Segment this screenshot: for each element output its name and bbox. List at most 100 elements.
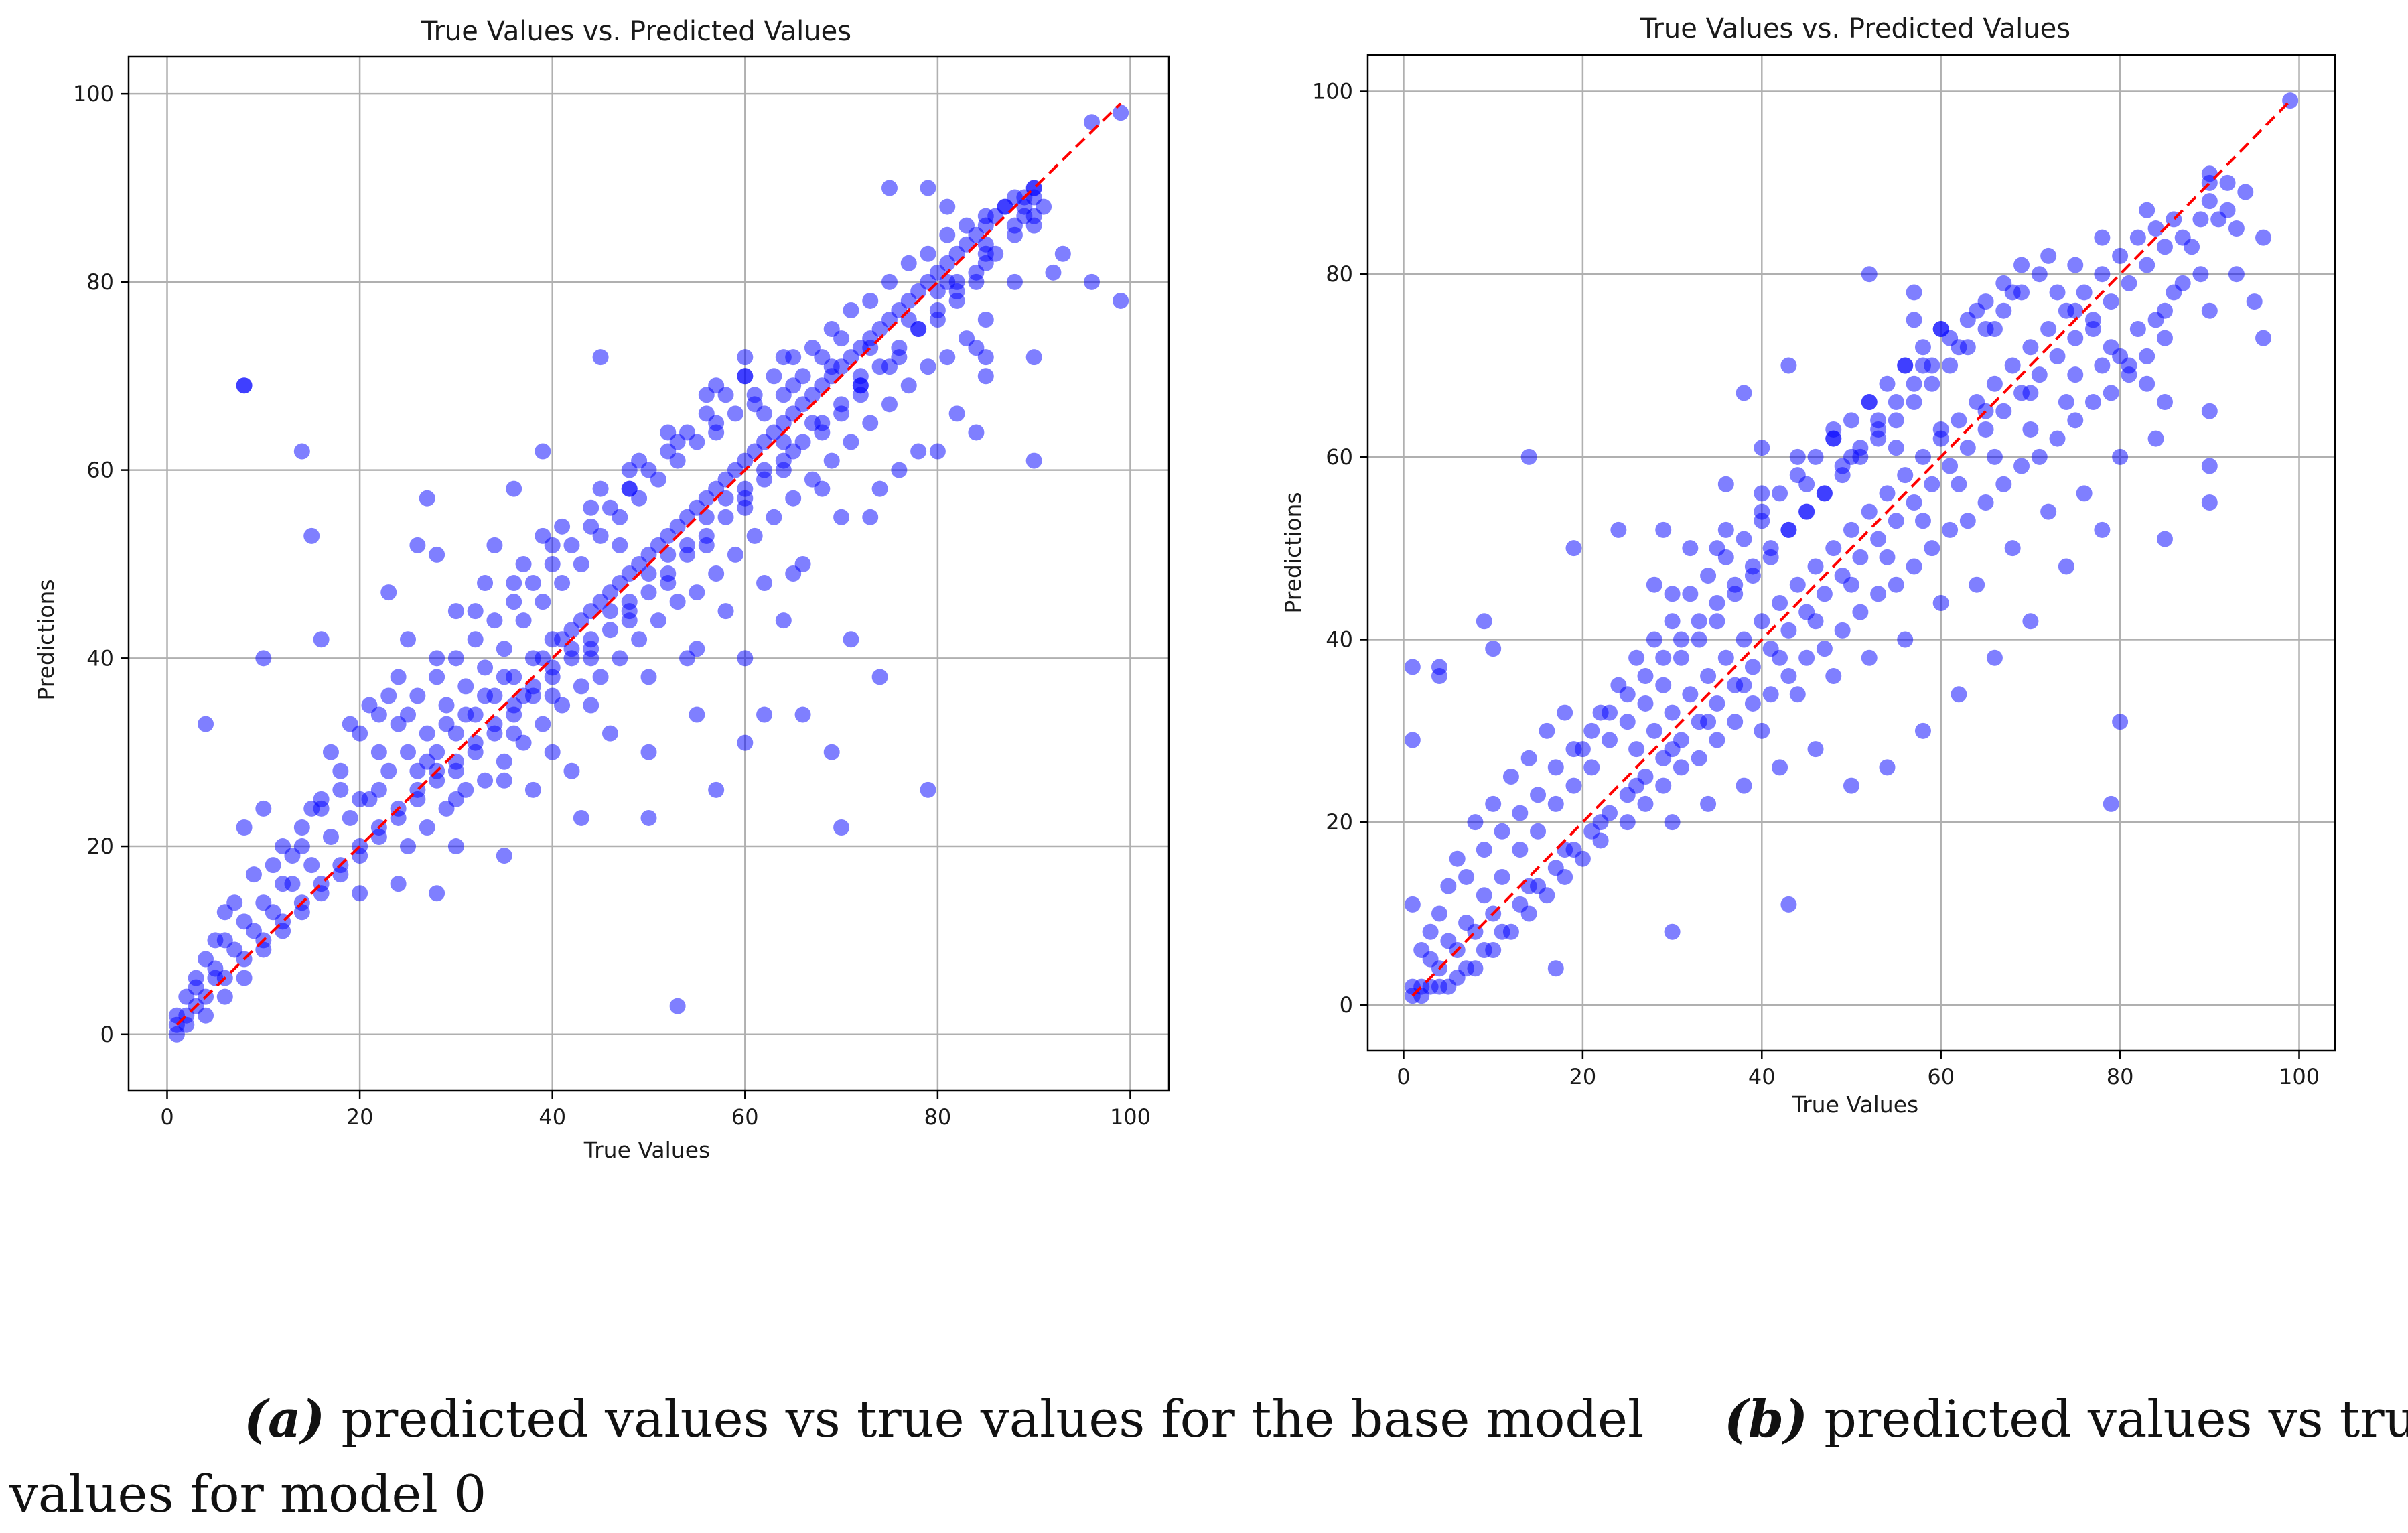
data-point: [313, 631, 330, 648]
data-point: [2085, 394, 2101, 411]
data-point: [1870, 430, 1887, 447]
data-point: [862, 415, 879, 431]
data-point: [746, 396, 763, 413]
data-point: [2049, 284, 2066, 301]
data-point: [2103, 385, 2119, 401]
data-point: [1520, 448, 1537, 465]
data-point: [650, 612, 666, 629]
data-point: [293, 904, 310, 921]
data-point: [1959, 513, 1976, 529]
data-point: [862, 509, 879, 525]
data-point: [544, 744, 561, 760]
data-point: [871, 358, 888, 375]
data-point: [746, 527, 763, 544]
data-point: [2004, 357, 2021, 374]
data-point: [255, 800, 272, 817]
data-point: [1583, 823, 1600, 840]
data-point: [1825, 668, 1842, 685]
data-point: [1404, 732, 1421, 748]
data-point: [2031, 448, 2048, 465]
data-point: [1942, 521, 1959, 538]
data-point: [245, 866, 262, 883]
data-point: [920, 781, 936, 798]
data-point: [2112, 247, 2129, 264]
chart-b-ticks: 0 20 40 60 80 100 0 20 40 60 80 100: [1312, 79, 2320, 1089]
data-point: [198, 1007, 214, 1024]
data-point: [1547, 795, 1564, 812]
data-point: [535, 594, 551, 610]
data-point: [1825, 430, 1842, 447]
data-point: [322, 829, 339, 846]
data-point: [1628, 649, 1645, 666]
data-point: [188, 970, 204, 986]
data-point: [1709, 540, 1725, 557]
data-point: [1951, 476, 1967, 492]
data-point: [794, 706, 811, 723]
data-point: [1789, 576, 1806, 593]
data-point: [698, 405, 715, 422]
data-point: [929, 443, 946, 460]
data-point: [717, 603, 734, 620]
data-point: [756, 575, 773, 592]
data-point: [1754, 613, 1770, 630]
data-point: [1762, 641, 1779, 657]
data-point: [977, 368, 994, 385]
data-point: [322, 744, 339, 760]
data-point: [1673, 649, 1689, 666]
data-point: [535, 443, 551, 460]
data-point: [1520, 750, 1537, 766]
data-point: [477, 659, 494, 676]
data-point: [352, 885, 368, 902]
x-tick-label: 0: [1397, 1064, 1410, 1089]
data-point: [1825, 540, 1842, 557]
data-point: [1780, 357, 1797, 374]
data-point: [486, 725, 503, 742]
data-point: [380, 687, 397, 704]
data-point: [640, 669, 657, 685]
data-point: [2129, 229, 2146, 246]
data-point: [1772, 485, 1788, 502]
y-tick-label: 100: [73, 81, 114, 107]
data-point: [1888, 513, 1904, 529]
data-point: [1440, 933, 1457, 949]
data-point: [1780, 668, 1797, 685]
data-point: [573, 809, 589, 826]
data-point: [573, 678, 589, 695]
data-point: [1583, 722, 1600, 739]
data-point: [1025, 217, 1042, 234]
data-point: [2067, 257, 2084, 273]
data-point: [1807, 558, 1824, 575]
data-point: [429, 669, 445, 685]
data-point: [1646, 576, 1662, 593]
data-point: [2201, 403, 2218, 419]
data-point: [1879, 485, 1896, 502]
data-point: [1888, 412, 1904, 429]
data-point: [1780, 622, 1797, 639]
data-point: [332, 781, 349, 798]
data-point: [293, 819, 310, 836]
data-point: [1727, 677, 1744, 693]
data-point: [1673, 759, 1689, 776]
data-point: [447, 838, 464, 855]
data-point: [785, 377, 802, 394]
data-point: [833, 509, 850, 525]
data-point: [2103, 293, 2119, 310]
data-point: [1547, 860, 1564, 876]
data-point: [2139, 375, 2155, 392]
data-point: [1717, 476, 1734, 492]
data-point: [447, 791, 464, 807]
data-point: [2192, 266, 2209, 283]
data-point: [1852, 549, 1869, 565]
caption-b-text: predicted values vs true: [1808, 1389, 2408, 1449]
y-tick-label: 80: [1326, 261, 1353, 287]
data-point: [1655, 750, 1672, 766]
data-point: [1413, 942, 1430, 959]
data-point: [198, 716, 214, 732]
data-point: [2246, 293, 2263, 310]
data-point: [1727, 714, 1744, 730]
data-point: [881, 180, 898, 196]
data-point: [1772, 594, 1788, 611]
data-point: [737, 650, 754, 667]
data-point: [1727, 576, 1744, 593]
data-point: [669, 434, 686, 450]
